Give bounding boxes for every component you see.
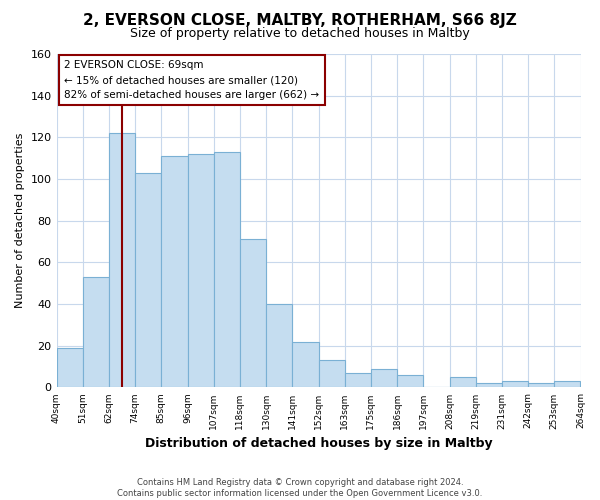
Bar [83, 277, 109, 388]
Bar [449, 377, 476, 388]
Bar [345, 373, 371, 388]
Text: Size of property relative to detached houses in Maltby: Size of property relative to detached ho… [130, 28, 470, 40]
Bar [554, 381, 580, 388]
Bar [292, 342, 319, 388]
Bar [371, 368, 397, 388]
Y-axis label: Number of detached properties: Number of detached properties [15, 133, 25, 308]
Bar [56, 348, 83, 388]
Bar [240, 240, 266, 388]
Bar [266, 304, 292, 388]
Bar [528, 384, 554, 388]
Bar [188, 154, 214, 388]
Bar [502, 381, 528, 388]
Bar [109, 133, 135, 388]
Bar [214, 152, 240, 388]
X-axis label: Distribution of detached houses by size in Maltby: Distribution of detached houses by size … [145, 437, 493, 450]
Bar [135, 173, 161, 388]
Text: 2, EVERSON CLOSE, MALTBY, ROTHERHAM, S66 8JZ: 2, EVERSON CLOSE, MALTBY, ROTHERHAM, S66… [83, 12, 517, 28]
Bar [161, 156, 188, 388]
Bar [397, 375, 424, 388]
Text: 2 EVERSON CLOSE: 69sqm
← 15% of detached houses are smaller (120)
82% of semi-de: 2 EVERSON CLOSE: 69sqm ← 15% of detached… [64, 60, 320, 100]
Bar [476, 384, 502, 388]
Text: Contains HM Land Registry data © Crown copyright and database right 2024.
Contai: Contains HM Land Registry data © Crown c… [118, 478, 482, 498]
Bar [319, 360, 345, 388]
